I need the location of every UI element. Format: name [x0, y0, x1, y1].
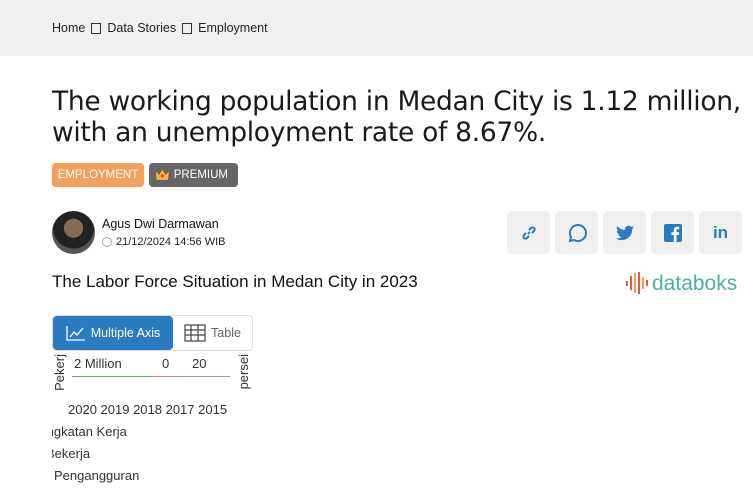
- logo-text: databoks: [652, 272, 738, 295]
- breadcrumb-home[interactable]: Home: [52, 21, 86, 35]
- linkedin-share-button[interactable]: in: [699, 211, 742, 254]
- linkedin-icon: in: [712, 222, 729, 242]
- tab-label: Table: [211, 326, 241, 340]
- chart-view-tabs: Multiple Axis Table: [52, 315, 253, 351]
- whatsapp-icon: [568, 223, 587, 242]
- axis-label: 20: [192, 356, 207, 371]
- chart-icon: [66, 326, 85, 341]
- databoks-logo: databoks: [626, 271, 737, 295]
- facebook-share-button[interactable]: [651, 211, 694, 254]
- y-axis-title-left: Pekerj: [52, 354, 67, 391]
- category-badge[interactable]: EMPLOYMENT: [52, 163, 144, 187]
- legend-item[interactable]: Bekerja: [52, 446, 91, 461]
- axis-label: 2 Million: [74, 356, 122, 371]
- table-icon: [184, 324, 206, 342]
- separator-icon: [91, 22, 102, 34]
- y-axis-title-right: persei: [236, 354, 251, 390]
- tab-table[interactable]: Table: [173, 316, 252, 350]
- chart-area: Pekerj persei 2 Million 0 20 2020 2019 2…: [52, 352, 252, 486]
- x-axis-labels: 2020 2019 2018 2017 2015: [68, 402, 228, 417]
- breadcrumb: Home Data Stories Employment: [52, 21, 268, 35]
- publish-date: 21/12/2024 14:56 WIB: [102, 236, 225, 248]
- legend-item[interactable]: Angkatan Kerja: [52, 424, 127, 439]
- premium-label: PREMIUM: [173, 169, 228, 181]
- author-name[interactable]: Agus Dwi Darmawan: [102, 217, 219, 231]
- breadcrumb-current: Employment: [198, 21, 268, 35]
- premium-badge: PREMIUM: [149, 163, 238, 187]
- tab-multiple-axis[interactable]: Multiple Axis: [53, 316, 173, 350]
- breadcrumb-data-stories[interactable]: Data Stories: [107, 21, 177, 35]
- chart-title: The Labor Force Situation in Medan City …: [52, 272, 418, 291]
- facebook-icon: [663, 223, 682, 242]
- logo-bars-icon: [626, 271, 648, 295]
- whatsapp-share-button[interactable]: [555, 211, 598, 254]
- breadcrumb-bar: Home Data Stories Employment: [0, 0, 753, 56]
- avatar: [52, 211, 95, 254]
- crown-icon: [155, 170, 169, 180]
- separator-icon: [182, 22, 193, 34]
- link-icon: [521, 225, 536, 240]
- copy-link-button[interactable]: [507, 211, 550, 254]
- twitter-share-button[interactable]: [603, 211, 646, 254]
- tab-label: Multiple Axis: [90, 326, 161, 340]
- legend-item[interactable]: Pengangguran: [54, 468, 140, 483]
- axis-label: 0: [162, 356, 170, 371]
- twitter-icon: [615, 225, 634, 240]
- clock-icon: [102, 237, 112, 247]
- date-text: 21/12/2024 14:56 WIB: [116, 236, 226, 248]
- series-line: [152, 376, 230, 377]
- page-title: The working population in Medan City is …: [52, 86, 741, 148]
- series-line: [72, 376, 152, 377]
